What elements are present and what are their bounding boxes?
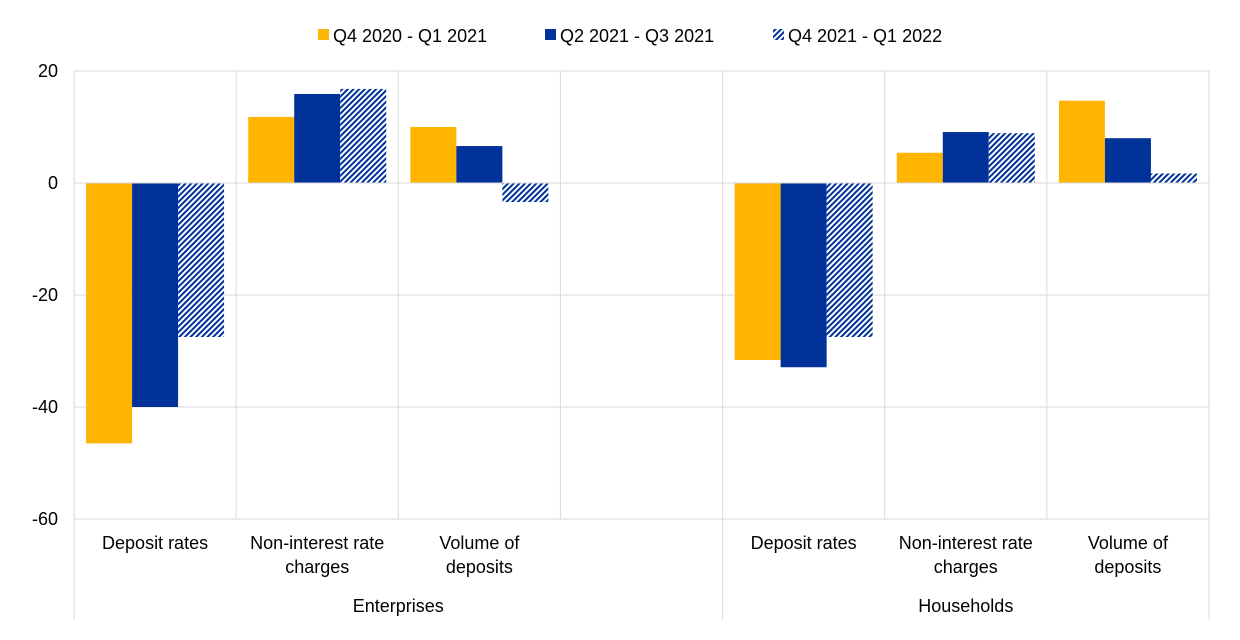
gridlines (74, 70, 1209, 620)
bar (178, 183, 225, 337)
y-tick-label: -40 (32, 397, 58, 417)
y-tick-label: 20 (38, 61, 58, 81)
legend-label: Q2 2021 - Q3 2021 (560, 26, 714, 46)
bar (942, 132, 989, 183)
legend-swatch (318, 29, 329, 40)
legend-swatch (773, 29, 784, 40)
category-label: Non-interest rate charges (899, 533, 1033, 577)
bar (734, 183, 781, 360)
bar (86, 183, 133, 444)
legend-swatch (545, 29, 556, 40)
group-label: Enterprises (353, 596, 444, 616)
bar (896, 152, 943, 183)
bar (410, 127, 457, 183)
axes (73, 70, 1210, 620)
group-label: Households (918, 596, 1013, 616)
bar (502, 183, 549, 203)
y-tick-label: -20 (32, 285, 58, 305)
bar (826, 183, 873, 337)
bars (86, 88, 1197, 444)
category-label: Deposit rates (751, 533, 857, 553)
legend: Q4 2020 - Q1 2021 Q2 2021 - Q3 2021 Q4 202… (318, 26, 942, 46)
bar (248, 116, 295, 183)
bar (988, 133, 1035, 183)
legend-label: Q4 2020 - Q1 2021 (333, 26, 487, 46)
legend-label: Q4 2021 - Q1 2022 (788, 26, 942, 46)
category-label: Volume of deposits (1088, 533, 1169, 577)
labels: 20 0 -20 -40 -60 Deposit rates Non-interest ra… (32, 61, 1169, 616)
category-label: Volume of deposits (439, 533, 520, 577)
bar (780, 183, 827, 368)
bar (1150, 173, 1197, 183)
category-label: Deposit rates (102, 533, 208, 553)
bar (1104, 138, 1151, 183)
bar (294, 93, 341, 183)
bar (456, 146, 503, 183)
y-tick-label: 0 (48, 173, 58, 193)
category-label: Non-interest rate charges (250, 533, 384, 577)
bar (340, 88, 387, 183)
y-tick-label: -60 (32, 509, 58, 529)
bar (1058, 100, 1105, 183)
bar (132, 183, 179, 407)
